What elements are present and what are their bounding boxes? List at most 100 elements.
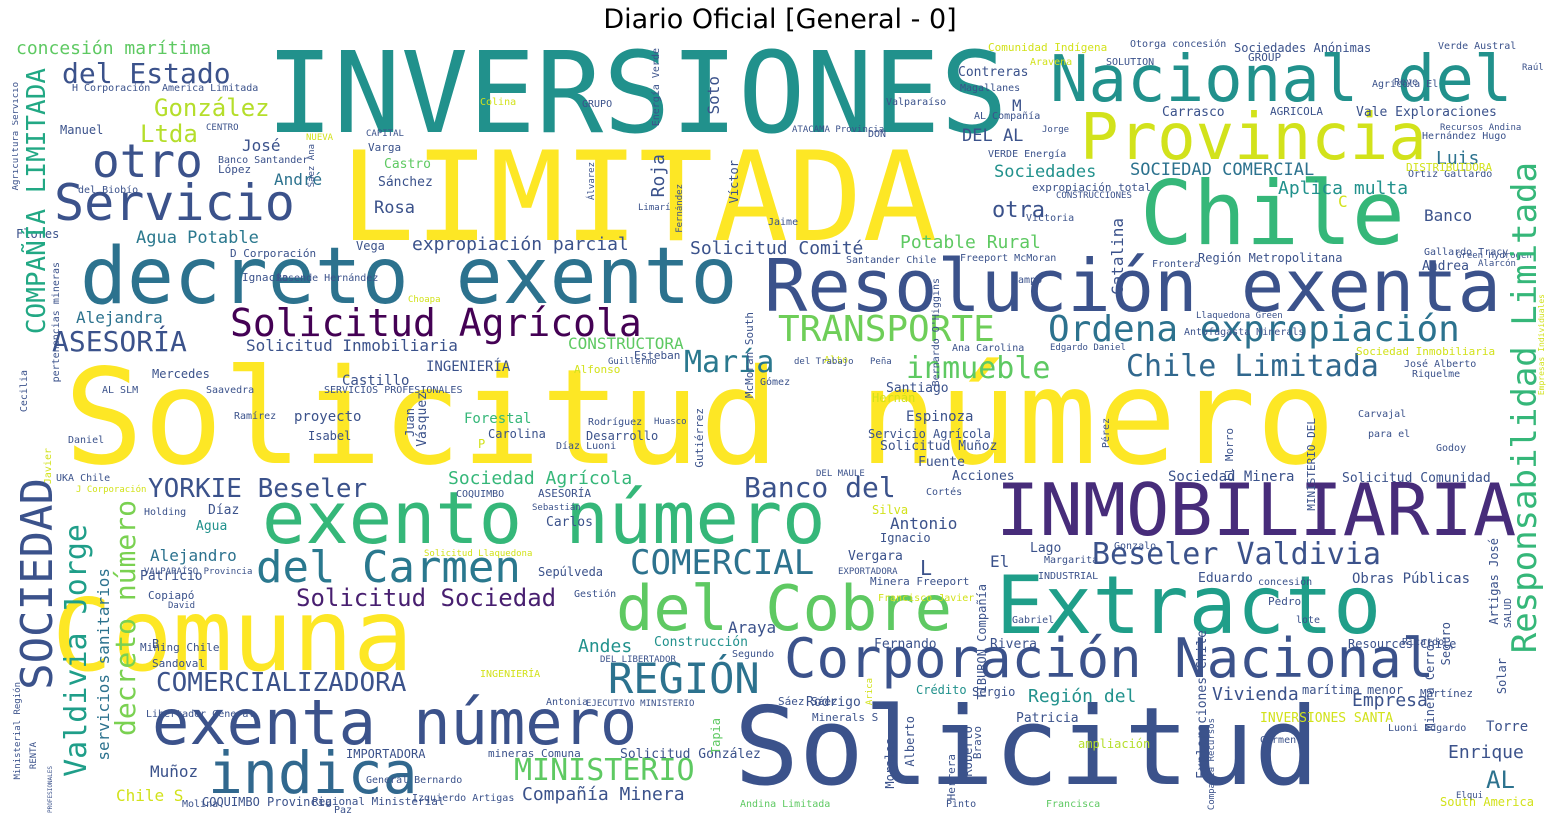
- word-cloud-term: Green Hydrogen: [1456, 251, 1532, 261]
- word-cloud-term: Antonio: [890, 514, 958, 533]
- word-cloud-term: David: [168, 601, 196, 611]
- word-cloud-term: B: [152, 637, 160, 651]
- word-cloud-term: inmueble: [906, 351, 1051, 386]
- word-cloud-term: Torre: [1486, 719, 1529, 735]
- word-cloud-term: ampliación: [1078, 737, 1151, 751]
- word-cloud-term: DON: [868, 129, 887, 140]
- word-cloud-term: Colina: [480, 97, 517, 108]
- word-cloud-term: Castillo: [342, 373, 410, 389]
- word-cloud-term: COMERCIAL: [630, 543, 815, 583]
- word-cloud-term: COQUIMBO: [456, 489, 505, 500]
- word-cloud-term: Compañía Minera: [522, 784, 685, 805]
- word-cloud-term: Región del: [1028, 686, 1137, 707]
- word-cloud-term: Izquierdo Artigas: [412, 793, 515, 804]
- word-cloud-term: Responsabilidad Limitada: [1505, 162, 1545, 654]
- word-cloud-term: Andina Limitada: [740, 799, 831, 810]
- word-cloud-term: Solicitud Comité: [690, 238, 864, 259]
- word-cloud-term: Limarí: [638, 203, 671, 213]
- word-cloud-term: Agricultura Servicio: [12, 82, 21, 191]
- word-cloud-term: Andrea: [1422, 259, 1469, 274]
- word-cloud-term: Freeport McMoran: [960, 253, 1057, 264]
- word-cloud-term: Gonzalo: [1114, 541, 1157, 552]
- word-cloud-term: marítima menor: [1302, 683, 1404, 697]
- word-cloud-term: Álvarez: [587, 162, 597, 200]
- word-cloud-term: Santiago: [886, 381, 949, 396]
- word-cloud-term: Riquelme: [1412, 369, 1461, 380]
- word-cloud-term: Choapa: [408, 295, 441, 305]
- word-cloud-term: Sepúlveda: [538, 565, 604, 579]
- word-cloud-term: Díaz Luoni: [556, 441, 617, 452]
- word-cloud-term: Edgardo Daniel: [1050, 343, 1126, 353]
- word-cloud-term: Agua Potable: [136, 228, 259, 248]
- word-cloud-term: Sociedades: [994, 162, 1097, 182]
- word-cloud-term: VERDE Energía: [988, 149, 1067, 160]
- word-cloud-term: Solicitud Sociedad: [296, 584, 557, 612]
- word-cloud-term: EXPORTADORA: [838, 567, 898, 577]
- word-cloud-term: Arica: [865, 678, 875, 706]
- word-cloud-term: del Carmen: [256, 542, 521, 593]
- word-cloud-term: Construcción: [654, 635, 748, 650]
- word-cloud-term: Sandoval: [152, 657, 205, 670]
- word-cloud-term: Solicitud Comunidad: [1342, 471, 1491, 486]
- word-cloud-term: Bravo: [971, 726, 984, 760]
- word-cloud-term: Forestal: [464, 411, 532, 427]
- word-cloud-term: Araya: [728, 618, 777, 637]
- word-cloud-term: Gutiérrez: [693, 408, 706, 468]
- word-cloud-term: M: [1012, 96, 1022, 115]
- word-cloud-term: Sáez Ana: [307, 144, 317, 188]
- word-cloud-term: Ministerial Región: [13, 682, 23, 780]
- word-cloud-term: Extracto: [996, 559, 1382, 652]
- word-cloud-term: ASESORÍA: [538, 487, 591, 500]
- word-cloud-term: Isabel: [308, 429, 352, 443]
- word-cloud-term: Chile Limitada: [1126, 349, 1379, 384]
- word-cloud-term: Muñoz: [150, 762, 199, 781]
- word-cloud-term: Campo: [1012, 275, 1043, 286]
- word-cloud-term: SOCIEDAD COMERCIAL: [1130, 160, 1315, 180]
- word-cloud-term: Solicitud Muñoz: [880, 439, 998, 454]
- word-cloud-term: Santander Chile: [846, 255, 937, 266]
- word-cloud-term: SOLUTION: [1106, 57, 1155, 68]
- word-cloud-term: Hernández Hugo: [1422, 131, 1507, 142]
- word-cloud-term: Acciones: [952, 469, 1015, 484]
- word-cloud-term: Sociedad Agrícola: [448, 468, 633, 489]
- word-cloud-term: Gestión: [574, 589, 617, 600]
- word-cloud-term: GRUPO: [582, 99, 613, 110]
- word-cloud-term: José Alberto: [1404, 359, 1477, 370]
- word-cloud-term: otra: [992, 198, 1045, 223]
- word-cloud-term: MINISTERIO: [514, 753, 695, 788]
- word-cloud-term: Francisca: [1046, 799, 1101, 810]
- word-cloud-term: CAPITAL: [366, 129, 404, 139]
- word-cloud-term: Morales: [883, 738, 897, 789]
- word-cloud-term: Soto: [704, 76, 723, 115]
- word-cloud-term: Corporación Nacional: [784, 627, 1435, 690]
- word-cloud-term: Alfonso: [574, 363, 621, 376]
- word-cloud-term: Sebastián: [532, 503, 581, 513]
- word-cloud-term: concesión: [1258, 577, 1313, 588]
- word-cloud-term: General Bernardo: [366, 775, 463, 786]
- word-cloud-term: Segundo: [732, 649, 775, 660]
- word-cloud-term: Huasco: [654, 417, 687, 427]
- word-cloud-term: INMOBILIARIA: [996, 468, 1517, 552]
- word-cloud-term: MINISTERIO DEL: [1305, 418, 1318, 511]
- word-cloud-term: Varga: [368, 141, 402, 154]
- word-cloud-term: REGIÓN: [608, 654, 760, 703]
- word-cloud-term: Otorga concesión: [1130, 39, 1227, 50]
- word-cloud-term: DEL LIBERTADOR: [600, 655, 676, 665]
- word-cloud-term: VALPARAÍSO Provincia: [144, 567, 253, 577]
- word-cloud-term: Lago: [1030, 541, 1062, 556]
- word-cloud-term: Espinoza: [906, 409, 974, 425]
- word-cloud-term: Godoy: [1436, 443, 1467, 454]
- word-cloud-term: H Corporación: [72, 83, 151, 94]
- word-cloud-term: Cecilia: [19, 370, 30, 413]
- word-cloud-term: Recursos Andina: [1440, 123, 1522, 133]
- word-cloud-term: Minera Cerro: [1423, 644, 1437, 731]
- word-cloud-term: Díaz: [208, 503, 240, 518]
- word-cloud-term: Carrasco: [1162, 105, 1225, 120]
- word-cloud-term: Vergara: [848, 549, 903, 564]
- word-cloud-term: Empresas Individuales: [1537, 294, 1546, 396]
- word-cloud-term: Magallanes: [960, 83, 1021, 94]
- word-cloud-term: Vásquez: [415, 392, 430, 447]
- word-cloud-term: DEL AL: [962, 126, 1024, 146]
- word-cloud-term: TRANSPORTE: [778, 309, 995, 350]
- word-cloud-term: Pérez: [1101, 418, 1112, 449]
